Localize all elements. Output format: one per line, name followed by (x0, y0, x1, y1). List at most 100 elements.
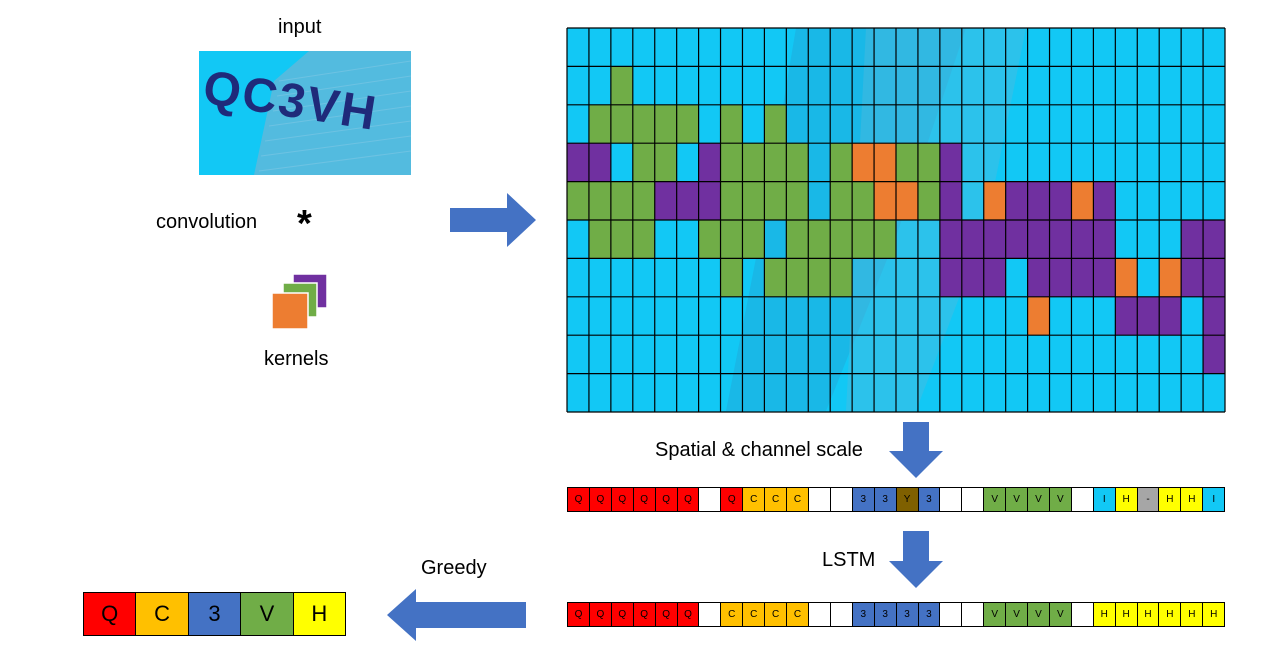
spatial-seq-cell: C (787, 488, 809, 511)
lstm-seq-cell: V (1006, 603, 1029, 626)
feature-cell (654, 143, 677, 182)
feature-cell (896, 181, 918, 220)
feature-cell (588, 220, 611, 259)
lstm-seq-cell (808, 603, 831, 626)
feature-cell (1071, 258, 1094, 297)
feature-cell (961, 220, 984, 259)
feature-cell (1181, 258, 1204, 297)
down-arrow-icon (889, 422, 943, 478)
feature-cell (588, 104, 611, 144)
lstm-seq-cell: C (721, 603, 744, 626)
lstm-seq-cell: 3 (896, 603, 919, 626)
feature-cell (939, 220, 962, 259)
spatial-seq-cell (962, 488, 985, 511)
spatial-seq-cell: Q (589, 488, 612, 511)
feature-map-grid (566, 27, 1226, 413)
final-char-cell: Q (84, 593, 137, 635)
feature-cell (983, 181, 1006, 220)
feature-cell (1005, 181, 1028, 220)
feature-cell (1027, 220, 1050, 259)
spatial-seq-cell: V (984, 488, 1007, 511)
feature-cell (1093, 220, 1116, 259)
kernels-icon (271, 271, 331, 333)
spatial-seq-cell: I (1203, 488, 1225, 511)
feature-cell (567, 181, 589, 220)
feature-cell (830, 143, 853, 182)
feature-cell (1159, 296, 1182, 336)
feature-cell (764, 258, 787, 297)
lstm-seq-cell: 3 (874, 603, 897, 626)
spatial-seq-cell (699, 488, 722, 511)
feature-cell (1203, 335, 1225, 374)
feature-cell (610, 181, 633, 220)
feature-cell (610, 104, 633, 144)
feature-cell (939, 258, 962, 297)
lstm-seq-cell (830, 603, 853, 626)
feature-cell (764, 104, 787, 144)
feature-cell (917, 181, 940, 220)
lstm-seq-cell: C (743, 603, 766, 626)
lstm-seq-cell: Q (568, 603, 590, 626)
lstm-seq-cell: C (787, 603, 809, 626)
lstm-seq-cell: Q (611, 603, 634, 626)
feature-cell (720, 220, 743, 259)
feature-cell (567, 143, 589, 182)
feature-cell (676, 181, 699, 220)
feature-cell (1115, 296, 1138, 336)
feature-cell (830, 181, 853, 220)
lstm-seq-cell: H (1093, 603, 1116, 626)
left-arrow-icon (387, 589, 526, 641)
input-label: input (278, 16, 322, 38)
feature-cell (720, 181, 743, 220)
feature-cell (654, 181, 677, 220)
spatial-seq-cell: Q (568, 488, 590, 511)
feature-cell (720, 143, 743, 182)
feature-cell (676, 104, 699, 144)
lstm-seq-cell (1071, 603, 1094, 626)
feature-cell (786, 258, 809, 297)
feature-cell (632, 104, 655, 144)
lstm-seq-cell: 3 (918, 603, 941, 626)
convolution-label: convolution (156, 211, 258, 233)
right-arrow-icon (450, 193, 536, 247)
lstm-seq-cell: V (1028, 603, 1050, 626)
input-image: QC3VH (199, 51, 412, 175)
final-char-cell: V (241, 593, 294, 635)
lstm-seq-cell: H (1159, 603, 1182, 626)
feature-cell (1071, 220, 1094, 259)
spatial-seq-cell: - (1137, 488, 1160, 511)
spatial-seq-cell: I (1093, 488, 1116, 511)
lstm-seq-cell: V (984, 603, 1007, 626)
down-arrow-icon (889, 531, 943, 588)
feature-cell (742, 220, 765, 259)
spatial-seq-cell (1071, 488, 1094, 511)
spatial-seq-cell: V (1049, 488, 1072, 511)
feature-cell (654, 104, 677, 144)
spatial-seq-cell (830, 488, 853, 511)
feature-cell (1203, 258, 1225, 297)
lstm-seq-cell: H (1115, 603, 1138, 626)
feature-cell (632, 181, 655, 220)
feature-cell (830, 258, 853, 297)
lstm-seq-cell: Q (589, 603, 612, 626)
feature-cell (1027, 296, 1050, 336)
convolution-star: * (297, 203, 312, 245)
feature-cell (786, 181, 809, 220)
lstm-seq-cell: H (1203, 603, 1225, 626)
feature-cell (1093, 181, 1116, 220)
feature-cell (808, 220, 831, 259)
feature-cell (698, 220, 721, 259)
lstm-seq-cell: C (765, 603, 788, 626)
feature-cell (588, 143, 611, 182)
lstm-label: LSTM (822, 549, 876, 571)
spatial-seq-cell: V (1006, 488, 1029, 511)
spatial-seq-cell: 3 (918, 488, 941, 511)
spatial-seq-cell: V (1028, 488, 1050, 511)
lstm-seq-cell (962, 603, 985, 626)
feature-cell (632, 220, 655, 259)
feature-cell (588, 181, 611, 220)
spatial-seq-cell: H (1181, 488, 1204, 511)
feature-cell (1027, 181, 1050, 220)
